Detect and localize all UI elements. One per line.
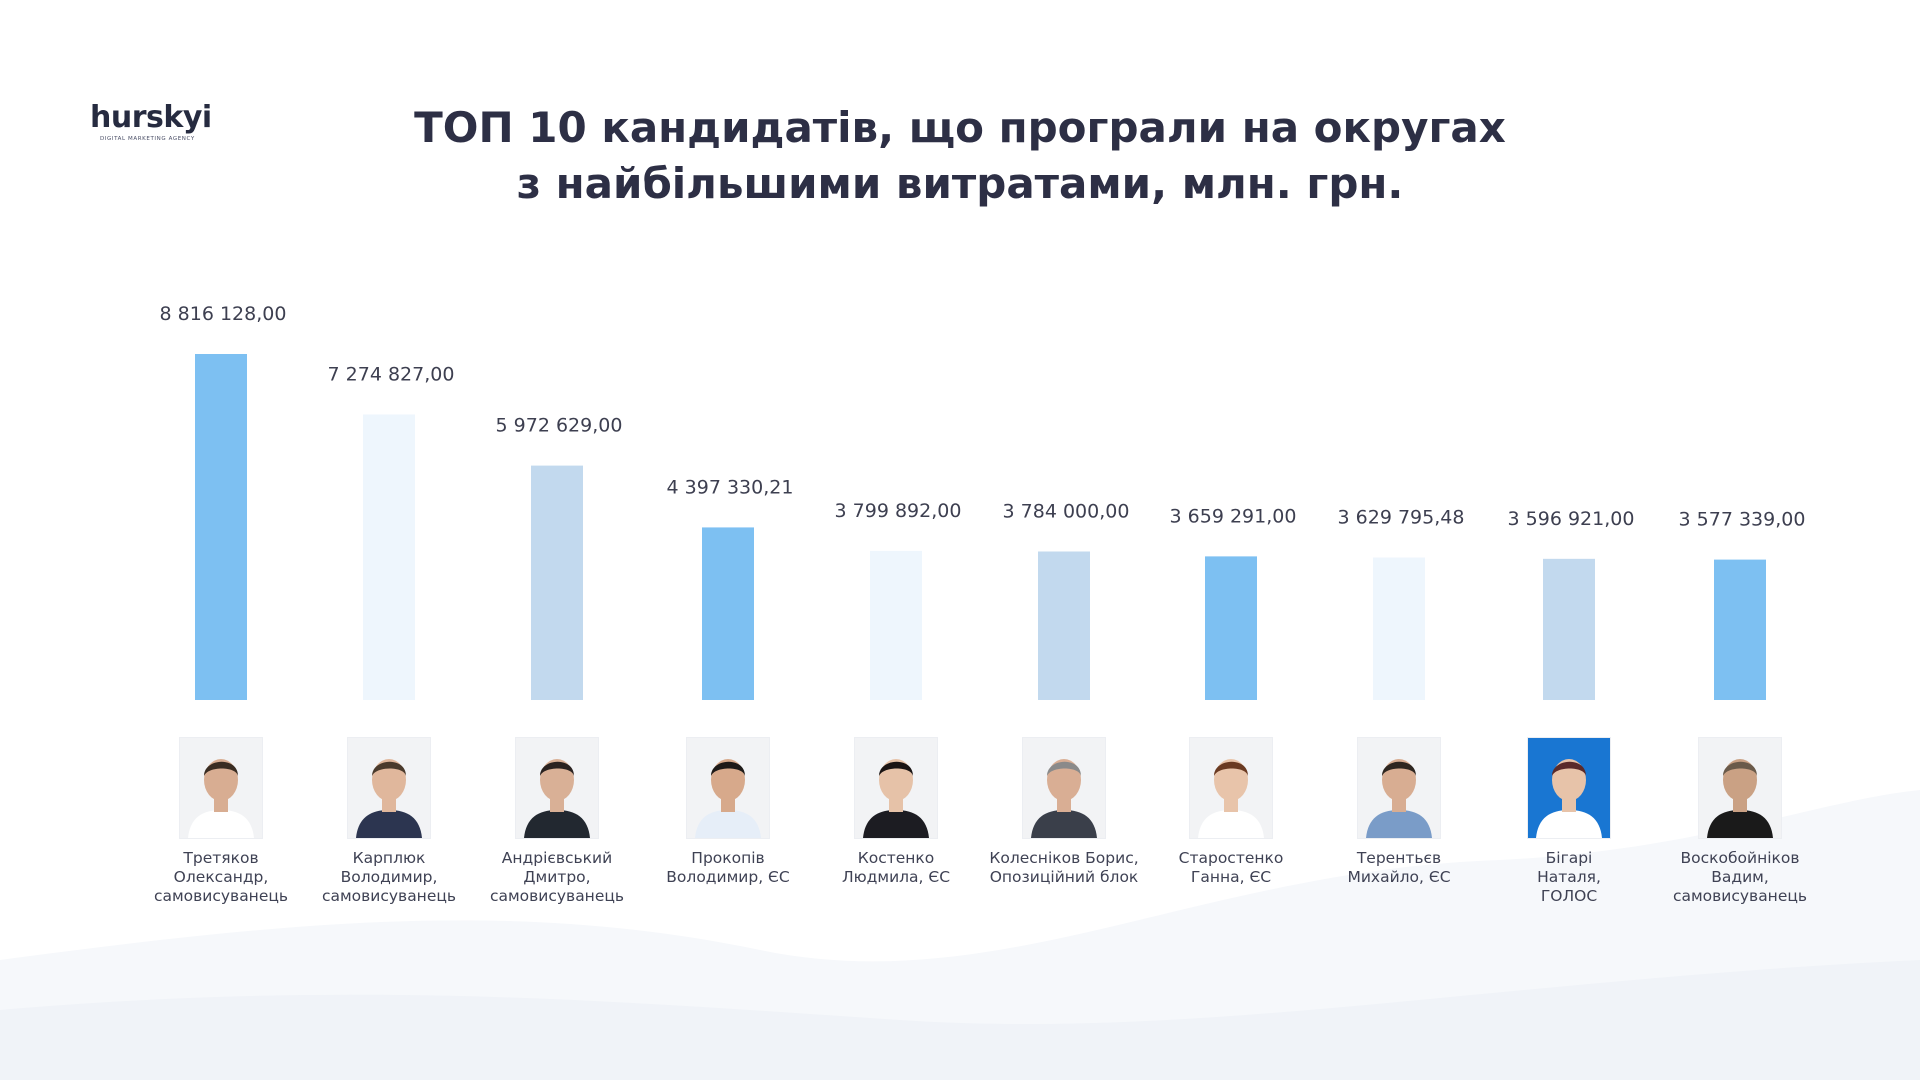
- bar-1: [195, 354, 247, 700]
- bar-10: [1714, 559, 1766, 700]
- value-label-4: 4 397 330,21: [667, 476, 794, 498]
- chart-title-line-1: ТОП 10 кандидатів, що програли на округа…: [414, 103, 1506, 152]
- value-label-3: 5 972 629,00: [496, 415, 623, 437]
- bar-9: [1543, 558, 1595, 700]
- bar-7: [1205, 556, 1257, 700]
- value-label-9: 3 596 921,00: [1508, 508, 1635, 530]
- bar-2: [363, 414, 415, 700]
- chart-title: ТОП 10 кандидатів, що програли на округа…: [360, 100, 1560, 212]
- bar-5: [870, 550, 922, 700]
- value-label-1: 8 816 128,00: [160, 303, 287, 325]
- bar-4: [702, 527, 754, 700]
- value-label-5: 3 799 892,00: [835, 500, 962, 522]
- bar-6: [1038, 551, 1090, 700]
- chart-title-line-2: з найбільшими витратами, млн. грн.: [516, 159, 1404, 208]
- bar-8: [1373, 557, 1425, 700]
- value-label-10: 3 577 339,00: [1679, 509, 1806, 531]
- value-label-7: 3 659 291,00: [1170, 505, 1297, 527]
- bar-3: [531, 465, 583, 700]
- value-label-2: 7 274 827,00: [328, 363, 455, 385]
- logo-tagline: DIGITAL MARKETING AGENCY: [100, 136, 195, 142]
- logo-wordmark: hurskyi: [90, 100, 212, 135]
- value-label-6: 3 784 000,00: [1003, 500, 1130, 522]
- value-label-8: 3 629 795,48: [1338, 507, 1465, 529]
- agency-logo: hurskyi DIGITAL MARKETING AGENCY: [90, 100, 212, 143]
